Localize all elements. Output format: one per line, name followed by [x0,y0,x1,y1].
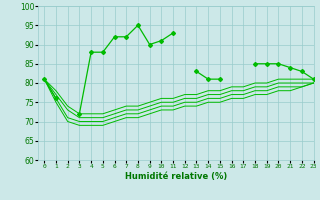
X-axis label: Humidité relative (%): Humidité relative (%) [125,172,227,181]
